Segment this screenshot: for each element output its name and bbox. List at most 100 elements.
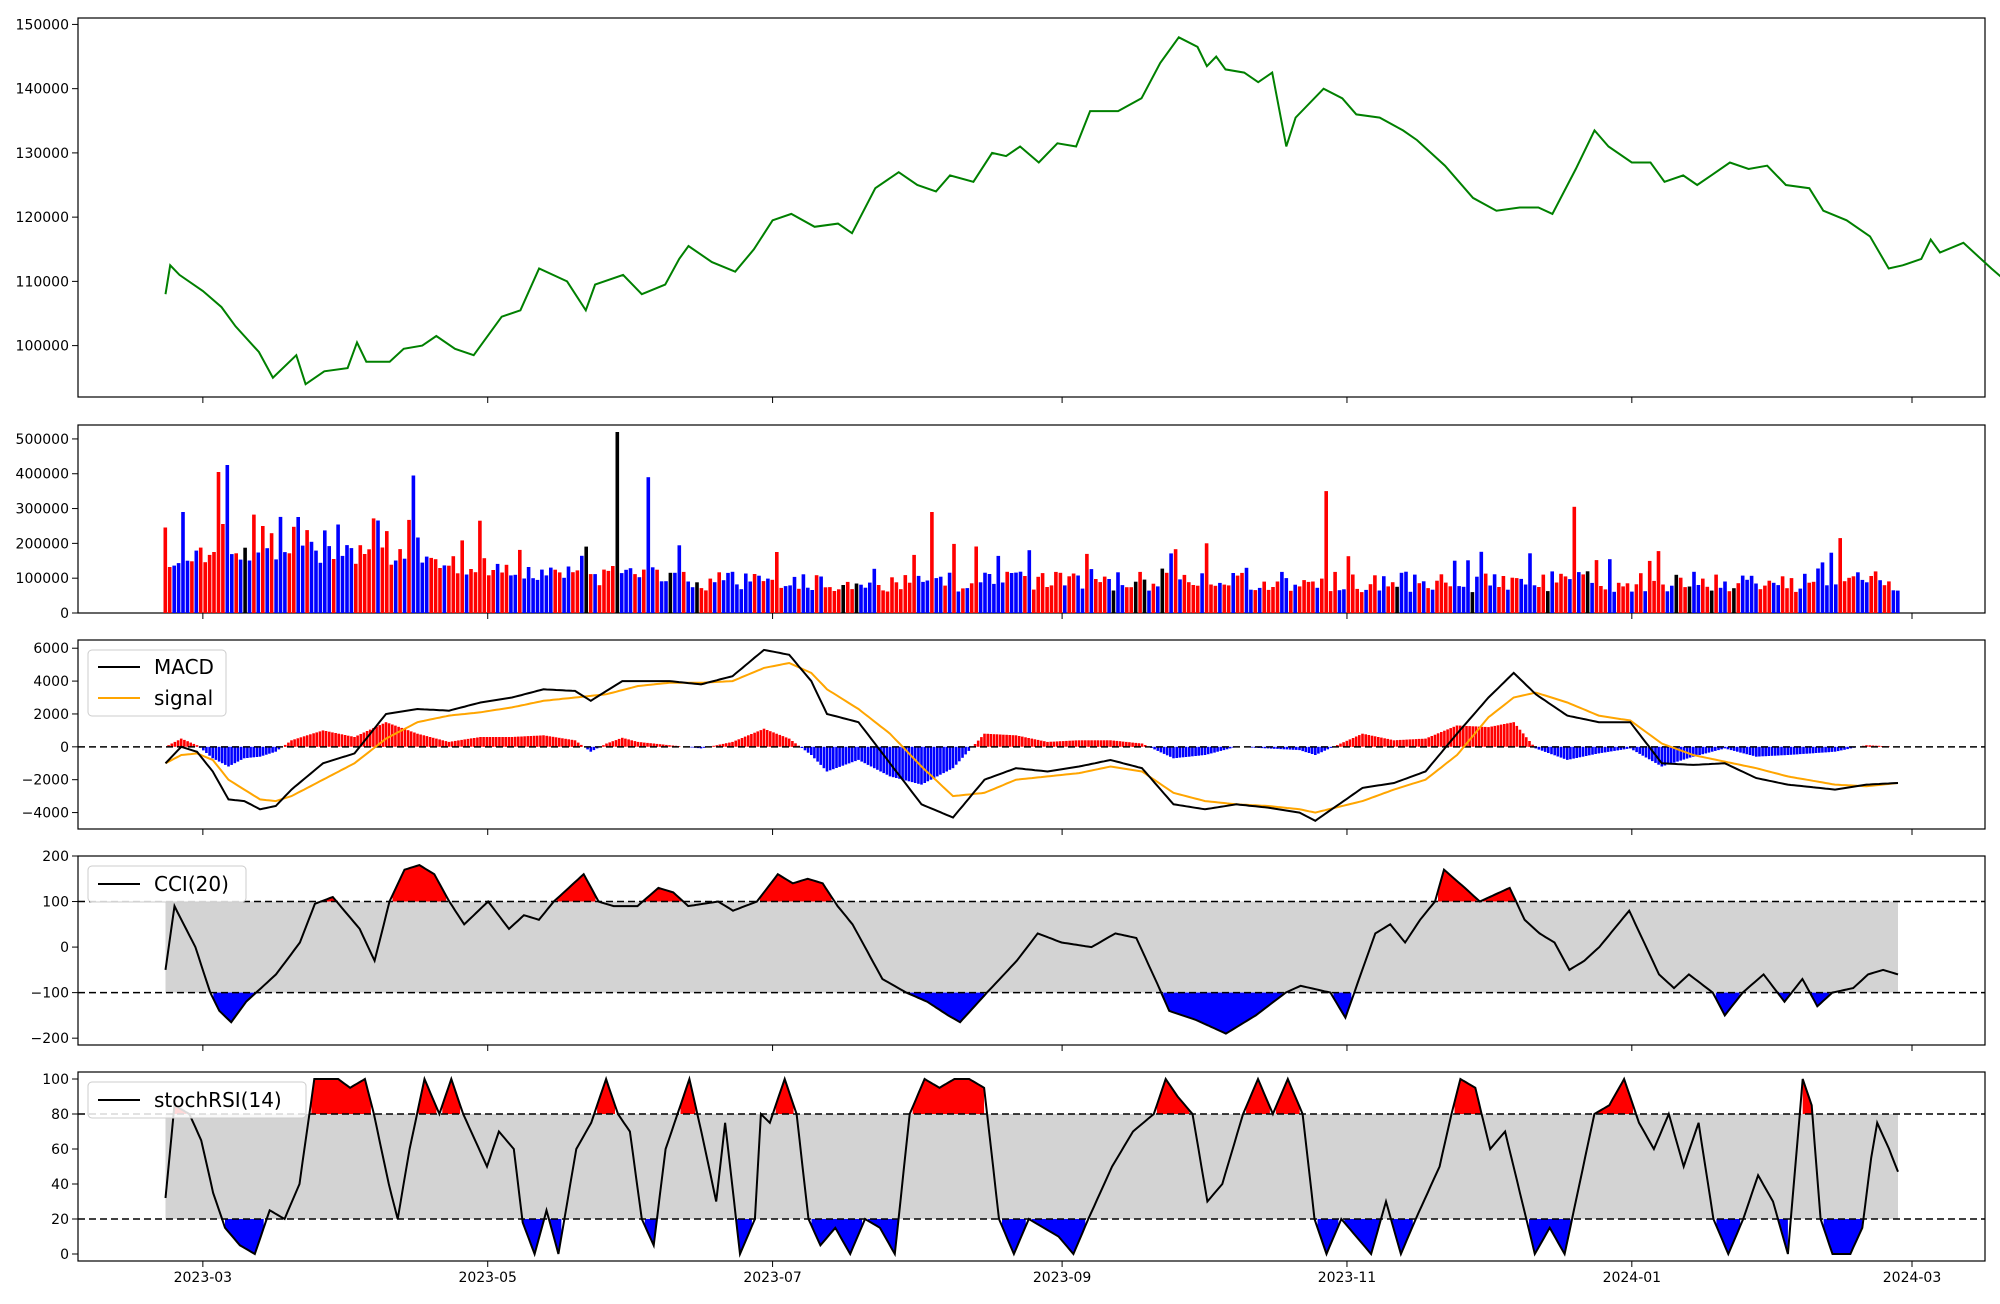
macd-hist-bar xyxy=(1689,747,1692,758)
x-tick-label: 2023-05 xyxy=(458,1270,517,1286)
volume-bar xyxy=(1240,573,1244,613)
volume-bar xyxy=(673,573,677,613)
volume-bar xyxy=(1178,579,1182,613)
volume-bar xyxy=(1422,581,1426,613)
volume-bar xyxy=(629,568,633,613)
macd-hist-bar xyxy=(419,735,422,747)
macd-hist-bar xyxy=(1112,741,1115,747)
volume-bar xyxy=(531,578,535,613)
macd-hist-bar xyxy=(1059,741,1062,747)
volume-bar xyxy=(664,581,668,613)
price-ytick-label: 130000 xyxy=(16,146,69,162)
volume-ytick-label: 400000 xyxy=(16,467,69,483)
macd-hist-bar xyxy=(1068,741,1071,747)
signal-legend-label: signal xyxy=(154,686,213,710)
volume-bar xyxy=(1236,576,1240,613)
macd-hist-bar xyxy=(627,739,630,746)
macd-hist-bar xyxy=(334,733,337,747)
macd-hist-bar xyxy=(1528,741,1531,747)
macd-hist-bar xyxy=(246,747,249,758)
volume-bar xyxy=(1293,585,1297,613)
volume-bar xyxy=(810,590,814,613)
volume-bar xyxy=(1005,572,1009,613)
volume-ytick-label: 0 xyxy=(60,606,69,622)
macd-hist-bar xyxy=(933,747,936,778)
macd-hist-bar xyxy=(1119,741,1122,747)
volume-bar xyxy=(819,577,823,614)
macd-hist-bar xyxy=(1062,741,1065,747)
volume-bar xyxy=(1134,582,1138,613)
macd-hist-bar xyxy=(208,747,211,756)
volume-bar xyxy=(1847,578,1851,613)
macd-hist-bar xyxy=(1188,747,1191,757)
macd-hist-bar xyxy=(1018,736,1021,747)
volume-bar xyxy=(1209,585,1213,614)
stochrsi-ytick-label: 0 xyxy=(60,1247,69,1263)
macd-hist-bar xyxy=(1166,747,1169,756)
volume-bar xyxy=(921,582,925,613)
macd-hist-bar xyxy=(530,736,533,747)
volume-bar xyxy=(212,552,216,613)
volume-bar xyxy=(1519,579,1523,613)
macd-hist-bar xyxy=(1642,747,1645,756)
volume-bar xyxy=(1528,553,1532,613)
volume-bar xyxy=(1723,582,1727,614)
volume-bar xyxy=(607,571,611,613)
volume-bar xyxy=(1010,573,1014,613)
macd-hist-bar xyxy=(1031,739,1034,747)
macd-hist-bar xyxy=(986,734,989,747)
macd-hist-bar xyxy=(901,747,904,780)
volume-bar xyxy=(1590,583,1594,613)
macd-hist-bar xyxy=(1034,739,1037,747)
volume-bar xyxy=(305,530,309,613)
volume-bar xyxy=(469,569,473,613)
macd-hist-bar xyxy=(996,734,999,747)
macd-hist-bar xyxy=(1490,727,1493,747)
volume-bar xyxy=(961,588,965,613)
macd-hist-bar xyxy=(1588,747,1591,756)
volume-bar xyxy=(1892,590,1896,613)
volume-bar xyxy=(416,538,420,614)
macd-hist-bar xyxy=(460,740,463,747)
price-line xyxy=(166,37,2000,384)
macd-hist-bar xyxy=(1141,744,1144,747)
macd-hist-bar xyxy=(1349,739,1352,747)
macd-hist-bar xyxy=(1777,747,1780,756)
volume-bar xyxy=(1462,587,1466,613)
macd-hist-bar xyxy=(955,747,958,765)
volume-bar xyxy=(1094,579,1098,613)
macd-hist-bar xyxy=(1787,747,1790,755)
volume-bar xyxy=(1014,573,1018,613)
volume-bar xyxy=(775,552,779,613)
volume-bar xyxy=(199,548,203,613)
volume-bar xyxy=(1506,590,1510,613)
macd-hist-bar xyxy=(388,723,391,747)
volume-bar xyxy=(181,512,185,613)
volume-bar xyxy=(1418,583,1422,613)
volume-bar xyxy=(784,586,788,613)
volume-bar xyxy=(1072,574,1076,614)
volume-bar xyxy=(1342,589,1346,613)
stochrsi-oversold-fill xyxy=(1344,1219,1380,1254)
macd-hist-bar xyxy=(1412,739,1415,747)
macd-hist-bar xyxy=(1131,743,1134,747)
macd-hist-bar xyxy=(1393,740,1396,747)
volume-bar xyxy=(1165,573,1169,613)
macd-hist-bar xyxy=(1179,747,1182,758)
volume-bar xyxy=(1852,576,1856,613)
macd-hist-bar xyxy=(1812,747,1815,754)
volume-bar xyxy=(1502,576,1506,613)
macd-hist-bar xyxy=(1415,739,1418,747)
macd-hist-bar xyxy=(857,747,860,760)
price-ytick-label: 110000 xyxy=(16,274,69,290)
volume-bar xyxy=(828,587,832,613)
macd-hist-bar xyxy=(1604,747,1607,753)
macd-hist-bar xyxy=(375,727,378,747)
macd-hist-bar xyxy=(1708,747,1711,753)
macd-hist-bar xyxy=(441,740,444,747)
macd-hist-bar xyxy=(1585,747,1588,756)
volume-bar xyxy=(1843,581,1847,613)
volume-bar xyxy=(1652,581,1656,613)
macd-hist-bar xyxy=(1768,747,1771,756)
